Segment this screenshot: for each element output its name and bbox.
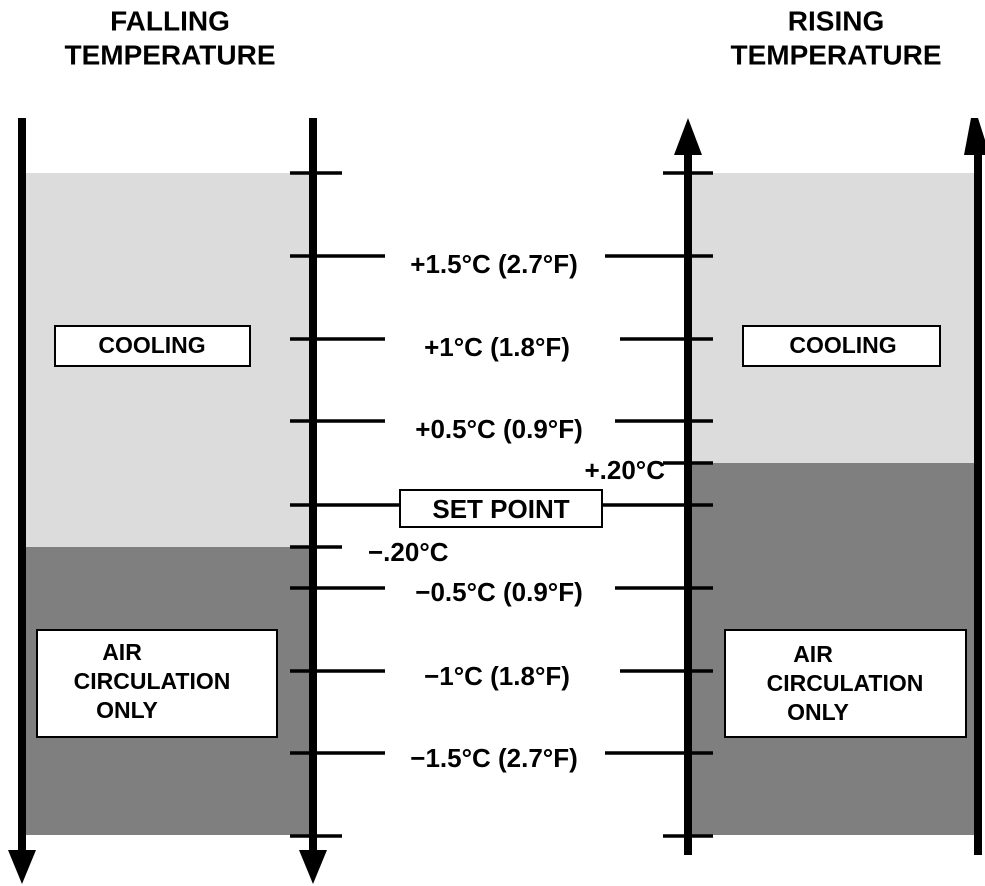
scale-label: +1.5°C (2.7°F) <box>410 249 577 279</box>
scale-label: +0.5°C (0.9°F) <box>415 414 582 444</box>
zone-label: CIRCULATION <box>74 668 231 694</box>
ticks <box>290 171 713 838</box>
zone-box <box>36 629 278 738</box>
zone-box <box>724 629 967 738</box>
title: TEMPERATURE <box>64 39 275 70</box>
zone-box <box>742 325 941 367</box>
arrows <box>8 118 985 884</box>
cooling-zone <box>690 173 976 463</box>
zone-label: COOLING <box>98 332 205 358</box>
scale-label: −0.5°C (0.9°F) <box>415 577 582 607</box>
zone-label: AIR <box>102 639 142 665</box>
switch-label: −.20°C <box>368 537 449 567</box>
zone-label: ONLY <box>787 699 849 725</box>
scale-label: −1.5°C (2.7°F) <box>410 743 577 773</box>
zone-box <box>54 325 251 367</box>
scale-label: +1°C (1.8°F) <box>424 332 570 362</box>
set-point-box <box>399 489 603 528</box>
scale-label: SET POINT <box>432 494 569 524</box>
title: TEMPERATURE <box>730 39 941 70</box>
title: FALLING <box>110 5 230 36</box>
zone-label: AIR <box>793 641 833 667</box>
scale-label: −1°C (1.8°F) <box>424 661 570 691</box>
switch-label: +.20°C <box>584 455 665 485</box>
title: RISING <box>788 5 884 36</box>
zone-label: CIRCULATION <box>767 670 924 696</box>
zone-label: ONLY <box>96 697 158 723</box>
zone-label: COOLING <box>789 332 896 358</box>
